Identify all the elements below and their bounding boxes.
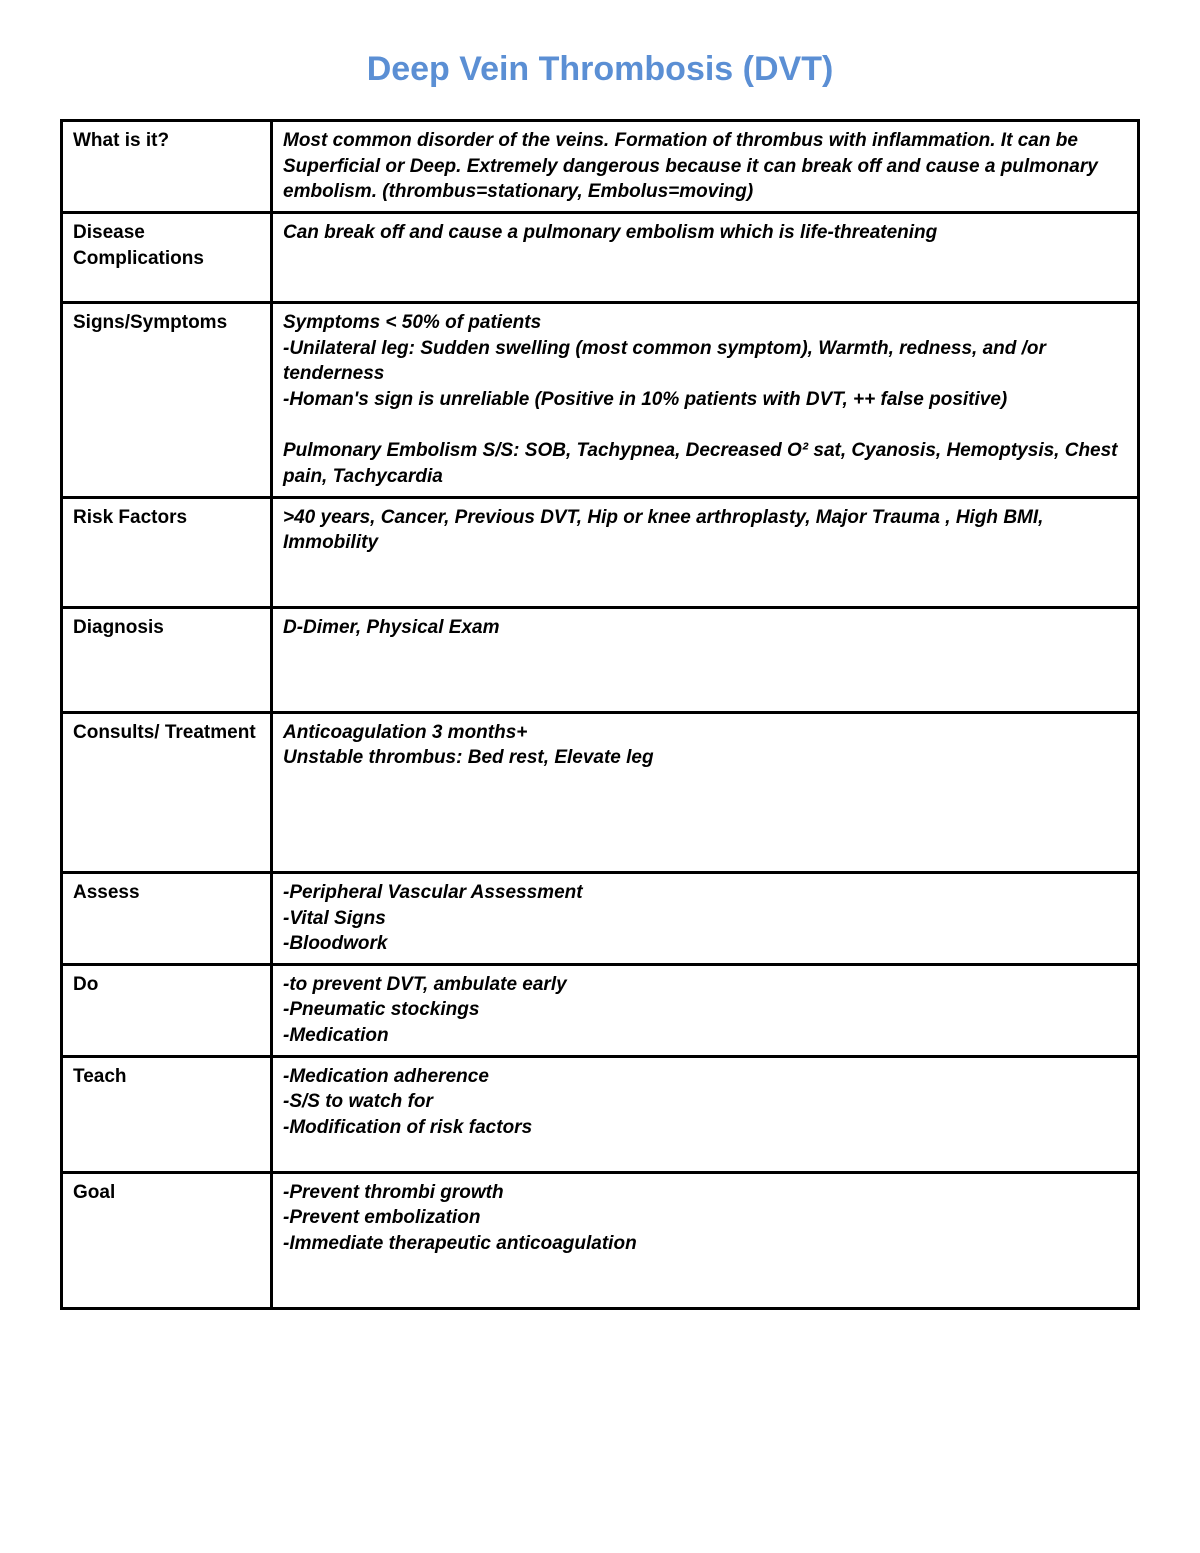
table-row: Risk Factors >40 years, Cancer, Previous… xyxy=(62,497,1139,607)
content-text: -to prevent DVT, ambulate early xyxy=(283,974,567,995)
row-content: >40 years, Cancer, Previous DVT, Hip or … xyxy=(272,497,1139,607)
table-row: Teach -Medication adherence -S/S to watc… xyxy=(62,1056,1139,1172)
content-text: Most common disorder of the veins. Forma… xyxy=(283,130,1098,202)
content-text: -S/S to watch for xyxy=(283,1091,433,1112)
content-text: -Prevent embolization xyxy=(283,1207,480,1228)
pe-label: Pulmonary Embolism S/S: xyxy=(283,440,520,461)
table-row: Assess -Peripheral Vascular Assessment -… xyxy=(62,872,1139,964)
content-text: -Medication xyxy=(283,1025,389,1046)
row-label: Do xyxy=(62,964,272,1056)
content-text: -Vital Signs xyxy=(283,908,386,929)
table-row: Do -to prevent DVT, ambulate early -Pneu… xyxy=(62,964,1139,1056)
table-row: Signs/Symptoms Symptoms < 50% of patient… xyxy=(62,303,1139,497)
content-text: -Medication adherence xyxy=(283,1066,489,1087)
row-content: Most common disorder of the veins. Forma… xyxy=(272,121,1139,213)
row-content: Anticoagulation 3 months+ Unstable throm… xyxy=(272,712,1139,872)
content-text: -Pneumatic stockings xyxy=(283,999,479,1020)
content-text: D-Dimer, Physical Exam xyxy=(283,617,500,638)
content-text: -Peripheral Vascular Assessment xyxy=(283,882,583,903)
row-label: Diagnosis xyxy=(62,607,272,712)
row-content: -to prevent DVT, ambulate early -Pneumat… xyxy=(272,964,1139,1056)
row-content: Symptoms < 50% of patients -Unilateral l… xyxy=(272,303,1139,497)
row-label: Consults/ Treatment xyxy=(62,712,272,872)
content-text: -Prevent thrombi growth xyxy=(283,1182,504,1203)
table-row: Consults/ Treatment Anticoagulation 3 mo… xyxy=(62,712,1139,872)
page-title: Deep Vein Thrombosis (DVT) xyxy=(60,50,1140,89)
content-text: Unstable thrombus: Bed rest, Elevate leg xyxy=(283,747,654,768)
content-text: -Homan's sign is unreliable (Positive in… xyxy=(283,389,1007,410)
content-text: >40 years, Cancer, Previous DVT, Hip or … xyxy=(283,507,1043,554)
content-text: Anticoagulation 3 months+ xyxy=(283,722,527,743)
content-text: -Unilateral leg: Sudden swelling (most c… xyxy=(283,338,1046,385)
table-row: Disease Complications Can break off and … xyxy=(62,212,1139,302)
row-content: D-Dimer, Physical Exam xyxy=(272,607,1139,712)
row-label: What is it? xyxy=(62,121,272,213)
content-text: -Immediate therapeutic anticoagulation xyxy=(283,1233,637,1254)
row-label: Assess xyxy=(62,872,272,964)
info-table: What is it? Most common disorder of the … xyxy=(60,119,1140,1310)
row-content: -Peripheral Vascular Assessment -Vital S… xyxy=(272,872,1139,964)
row-label: Goal xyxy=(62,1172,272,1308)
table-row: Diagnosis D-Dimer, Physical Exam xyxy=(62,607,1139,712)
row-label: Teach xyxy=(62,1056,272,1172)
table-row: Goal -Prevent thrombi growth -Prevent em… xyxy=(62,1172,1139,1308)
row-label: Risk Factors xyxy=(62,497,272,607)
row-label: Signs/Symptoms xyxy=(62,303,272,497)
content-text: -Bloodwork xyxy=(283,933,388,954)
document-page: Deep Vein Thrombosis (DVT) What is it? M… xyxy=(0,0,1200,1553)
row-content: -Prevent thrombi growth -Prevent emboliz… xyxy=(272,1172,1139,1308)
content-text: -Modification of risk factors xyxy=(283,1117,532,1138)
row-label: Disease Complications xyxy=(62,212,272,302)
content-text: Symptoms < 50% of patients xyxy=(283,312,541,333)
row-content: Can break off and cause a pulmonary embo… xyxy=(272,212,1139,302)
content-text: Can break off and cause a pulmonary embo… xyxy=(283,222,937,243)
row-content: -Medication adherence -S/S to watch for … xyxy=(272,1056,1139,1172)
table-row: What is it? Most common disorder of the … xyxy=(62,121,1139,213)
